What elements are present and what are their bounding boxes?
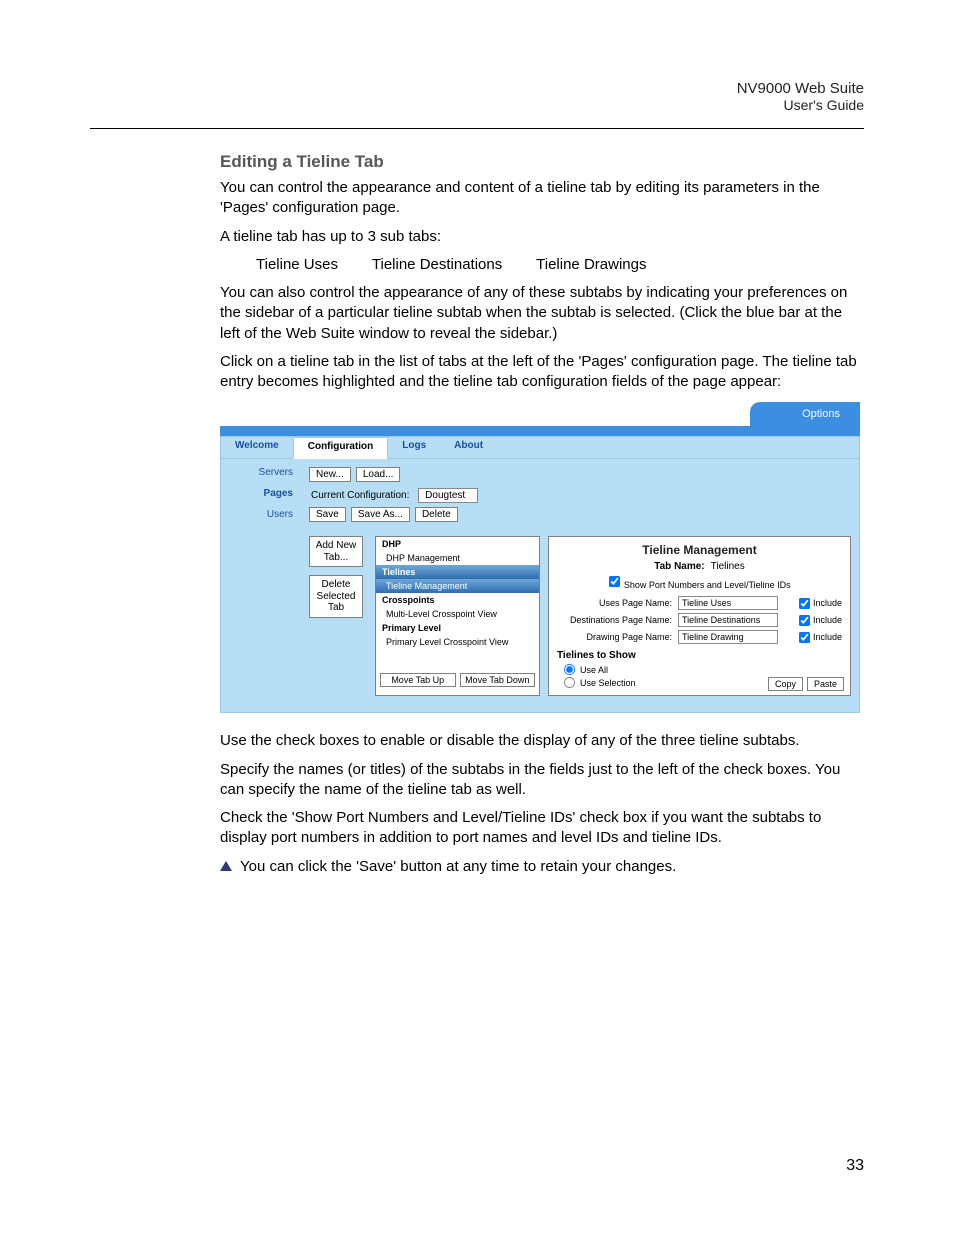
rp-dest-label: Destinations Page Name: [557, 615, 672, 625]
para-3: You can also control the appearance of a… [220, 283, 864, 344]
rp-tabname-value: Tielines [711, 561, 745, 572]
rp-uses-label: Uses Page Name: [557, 598, 672, 608]
move-row: Move Tab Up Move Tab Down [376, 669, 539, 691]
rp-draw-include-checkbox[interactable] [799, 632, 810, 643]
section-heading: Editing a Tieline Tab [220, 152, 864, 172]
tab-logs[interactable]: Logs [388, 437, 440, 458]
rp-showports-checkbox[interactable] [609, 576, 620, 587]
tree-pl-cpv[interactable]: Primary Level Crosspoint View [376, 635, 539, 649]
rp-tabname-row: Tab Name: Tielines [557, 561, 842, 572]
rp-dest-include-checkbox[interactable] [799, 615, 810, 626]
para-5: Use the check boxes to enable or disable… [220, 731, 864, 751]
rp-tabname-label: Tab Name: [654, 561, 704, 572]
tab-welcome[interactable]: Welcome [221, 437, 293, 458]
header-line1: NV9000 Web Suite [737, 80, 864, 97]
para-1: You can control the appearance and conte… [220, 178, 864, 219]
rp-useall-label: Use All [580, 665, 608, 675]
lower-row: Add New Tab... Delete Selected Tab DHP D… [309, 536, 851, 696]
tabs-row: Welcome Configuration Logs About [221, 437, 859, 459]
tree-primary-level[interactable]: Primary Level [376, 621, 539, 635]
options-bar[interactable]: Options [750, 402, 860, 426]
delete-button[interactable]: Delete [415, 507, 458, 522]
rp-dest-input[interactable] [678, 613, 778, 627]
delete-selected-tab-button[interactable]: Delete Selected Tab [309, 575, 363, 618]
tree-tielines[interactable]: Tielines [376, 565, 539, 579]
options-bar-bg [220, 426, 860, 436]
options-label: Options [802, 408, 840, 420]
rp-draw-include-label: Include [813, 632, 842, 642]
header-line2: User's Guide [737, 97, 864, 113]
toolbar-row1: New... Load... [309, 467, 851, 482]
toolbar-row2: Save Save As... Delete [309, 507, 851, 522]
note-row: You can click the 'Save' button at any t… [220, 857, 864, 877]
rp-useall-radio[interactable] [564, 664, 575, 675]
rp-draw-input[interactable] [678, 630, 778, 644]
add-new-tab-button[interactable]: Add New Tab... [309, 536, 363, 567]
tab-about[interactable]: About [440, 437, 497, 458]
note-arrow-icon [220, 861, 232, 871]
copy-button[interactable]: Copy [768, 677, 803, 691]
tab-buttons-col: Add New Tab... Delete Selected Tab [309, 536, 367, 696]
nav-pages[interactable]: Pages [221, 480, 301, 501]
current-cfg-row: Current Configuration: Dougtest [311, 488, 851, 503]
para-6: Specify the names (or titles) of the sub… [220, 760, 864, 801]
subtab-draw: Tieline Drawings [536, 256, 646, 273]
move-tab-down-button[interactable]: Move Tab Down [460, 673, 536, 687]
subtab-dest: Tieline Destinations [372, 256, 502, 273]
save-button[interactable]: Save [309, 507, 346, 522]
nav-servers[interactable]: Servers [221, 459, 301, 480]
current-cfg-value: Dougtest [418, 488, 478, 503]
rp-uses-row: Uses Page Name: Include [557, 596, 842, 610]
rp-showports-label: Show Port Numbers and Level/Tieline IDs [624, 580, 791, 590]
nav-users[interactable]: Users [221, 501, 301, 522]
inner-row: Servers Pages Users New... Load... Curre… [221, 459, 859, 704]
saveas-button[interactable]: Save As... [351, 507, 410, 522]
right-panel: Tieline Management Tab Name: Tielines Sh… [548, 536, 851, 696]
note-text: You can click the 'Save' button at any t… [240, 857, 676, 877]
app-body: Welcome Configuration Logs About Servers… [220, 436, 860, 713]
tree-spacer [376, 649, 539, 669]
main-area: New... Load... Current Configuration: Do… [301, 459, 859, 704]
content-area: Editing a Tieline Tab You can control th… [220, 152, 864, 885]
tree-ml-cpv[interactable]: Multi-Level Crosspoint View [376, 607, 539, 621]
tree-dhp-mgmt[interactable]: DHP Management [376, 551, 539, 565]
left-nav: Servers Pages Users [221, 459, 301, 704]
current-cfg-label: Current Configuration: [311, 490, 409, 501]
para-4: Click on a tieline tab in the list of ta… [220, 352, 864, 393]
tree-dhp[interactable]: DHP [376, 537, 539, 551]
move-tab-up-button[interactable]: Move Tab Up [380, 673, 456, 687]
page-header: NV9000 Web Suite User's Guide [737, 80, 864, 113]
rp-usesel-radio[interactable] [564, 677, 575, 688]
rp-uses-include-checkbox[interactable] [799, 598, 810, 609]
paste-button[interactable]: Paste [807, 677, 844, 691]
tab-configuration[interactable]: Configuration [293, 437, 389, 459]
subtab-uses: Tieline Uses [256, 256, 338, 273]
tree-tieline-mgmt[interactable]: Tieline Management [376, 579, 539, 593]
load-button[interactable]: Load... [356, 467, 401, 482]
rp-dest-row: Destinations Page Name: Include [557, 613, 842, 627]
rp-draw-label: Drawing Page Name: [557, 632, 672, 642]
rp-showports-row: Show Port Numbers and Level/Tieline IDs [557, 575, 842, 590]
rp-title: Tieline Management [557, 543, 842, 557]
page-number: 33 [846, 1157, 864, 1175]
tree-crosspoints[interactable]: Crosspoints [376, 593, 539, 607]
tree-panel: DHP DHP Management Tielines Tieline Mana… [375, 536, 540, 696]
rp-draw-row: Drawing Page Name: Include [557, 630, 842, 644]
new-button[interactable]: New... [309, 467, 351, 482]
subtabs-line: Tieline Uses Tieline Destinations Tielin… [220, 255, 864, 275]
rp-tts-title: Tielines to Show [557, 650, 842, 661]
para-2: A tieline tab has up to 3 sub tabs: [220, 227, 864, 247]
rp-uses-include-label: Include [813, 598, 842, 608]
rp-copypaste-row: Copy Paste [768, 677, 844, 691]
rp-uses-input[interactable] [678, 596, 778, 610]
app-screenshot: Options Welcome Configuration Logs About… [220, 402, 860, 713]
rp-useall-row: Use All [563, 663, 842, 676]
rp-dest-include-label: Include [813, 615, 842, 625]
header-rule [90, 128, 864, 129]
rp-usesel-label: Use Selection [580, 678, 636, 688]
para-7: Check the 'Show Port Numbers and Level/T… [220, 808, 864, 849]
